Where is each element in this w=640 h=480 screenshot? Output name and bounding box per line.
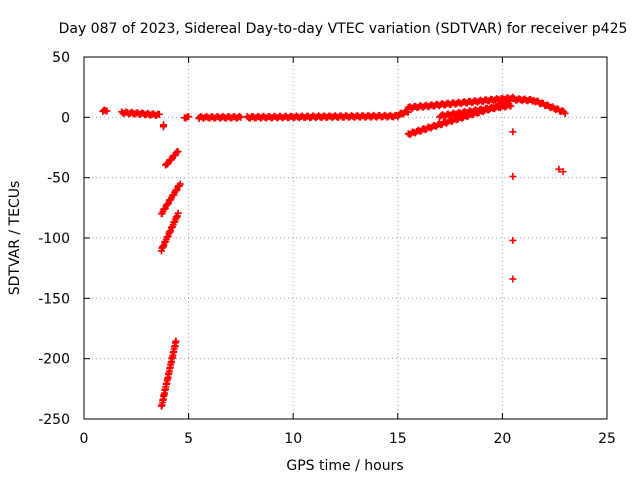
data-point-afternoon-mid-band	[505, 101, 513, 109]
data-point-midday-baseline-a	[237, 113, 245, 121]
chart-title: Day 087 of 2023, Sidereal Day-to-day VTE…	[59, 21, 628, 37]
data-point-recovery-start	[185, 113, 193, 121]
data-point-midday-baseline-a	[235, 112, 243, 120]
data-point-isolated	[509, 128, 517, 136]
data-point-descent-middle	[176, 180, 184, 188]
y-axis-label: SDTVAR / TECUs	[7, 181, 23, 296]
data-point-early-cluster	[103, 107, 111, 115]
data-point-isolated	[555, 165, 563, 173]
data-point-isolated	[195, 115, 203, 123]
data-point-afternoon-mid-band	[507, 102, 515, 110]
y-tick-label: 0	[61, 110, 70, 126]
data-point-isolated-drop	[159, 122, 167, 130]
y-tick-label: -150	[38, 291, 70, 307]
data-point-descent-deep	[172, 337, 180, 345]
x-tick-label: 0	[80, 431, 89, 447]
data-point-isolated	[509, 172, 517, 180]
data-point-descent-upper	[174, 148, 182, 156]
data-point-pre-dawn-plateau	[155, 110, 163, 118]
x-tick-label: 10	[284, 431, 302, 447]
x-tick-label: 20	[493, 431, 511, 447]
y-tick-label: -100	[38, 231, 70, 247]
grid-lines	[84, 57, 607, 419]
x-tick-label: 15	[389, 431, 407, 447]
data-point-isolated	[559, 168, 567, 176]
x-tick-label: 5	[184, 431, 193, 447]
data-point-descent-lower	[174, 209, 182, 217]
y-tick-label: -200	[38, 352, 70, 368]
data-point-isolated	[509, 275, 517, 283]
x-tick-label: 25	[598, 431, 616, 447]
y-tick-label: -250	[38, 412, 70, 428]
data-point-evening-decline	[561, 109, 569, 117]
data-point-isolated	[509, 236, 517, 244]
data-point-descent-upper	[164, 160, 172, 168]
data-points	[99, 93, 569, 410]
y-tick-label: -50	[47, 171, 70, 187]
x-axis-label: GPS time / hours	[286, 458, 403, 474]
axis-ticks: 0 5 10 15 20 25 50 0 -50 -100 -150 -200 -250	[38, 50, 616, 447]
y-tick-label: 50	[52, 50, 70, 66]
